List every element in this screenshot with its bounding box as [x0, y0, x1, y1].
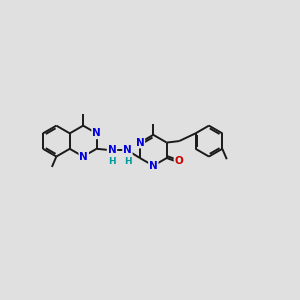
Text: N: N: [149, 161, 158, 171]
Text: N: N: [136, 138, 144, 148]
Text: O: O: [175, 156, 183, 166]
Text: H: H: [124, 157, 131, 166]
Text: N: N: [80, 152, 88, 161]
Text: N: N: [108, 145, 116, 155]
Text: H: H: [108, 157, 116, 166]
Text: N: N: [123, 145, 132, 155]
Text: N: N: [92, 128, 101, 138]
